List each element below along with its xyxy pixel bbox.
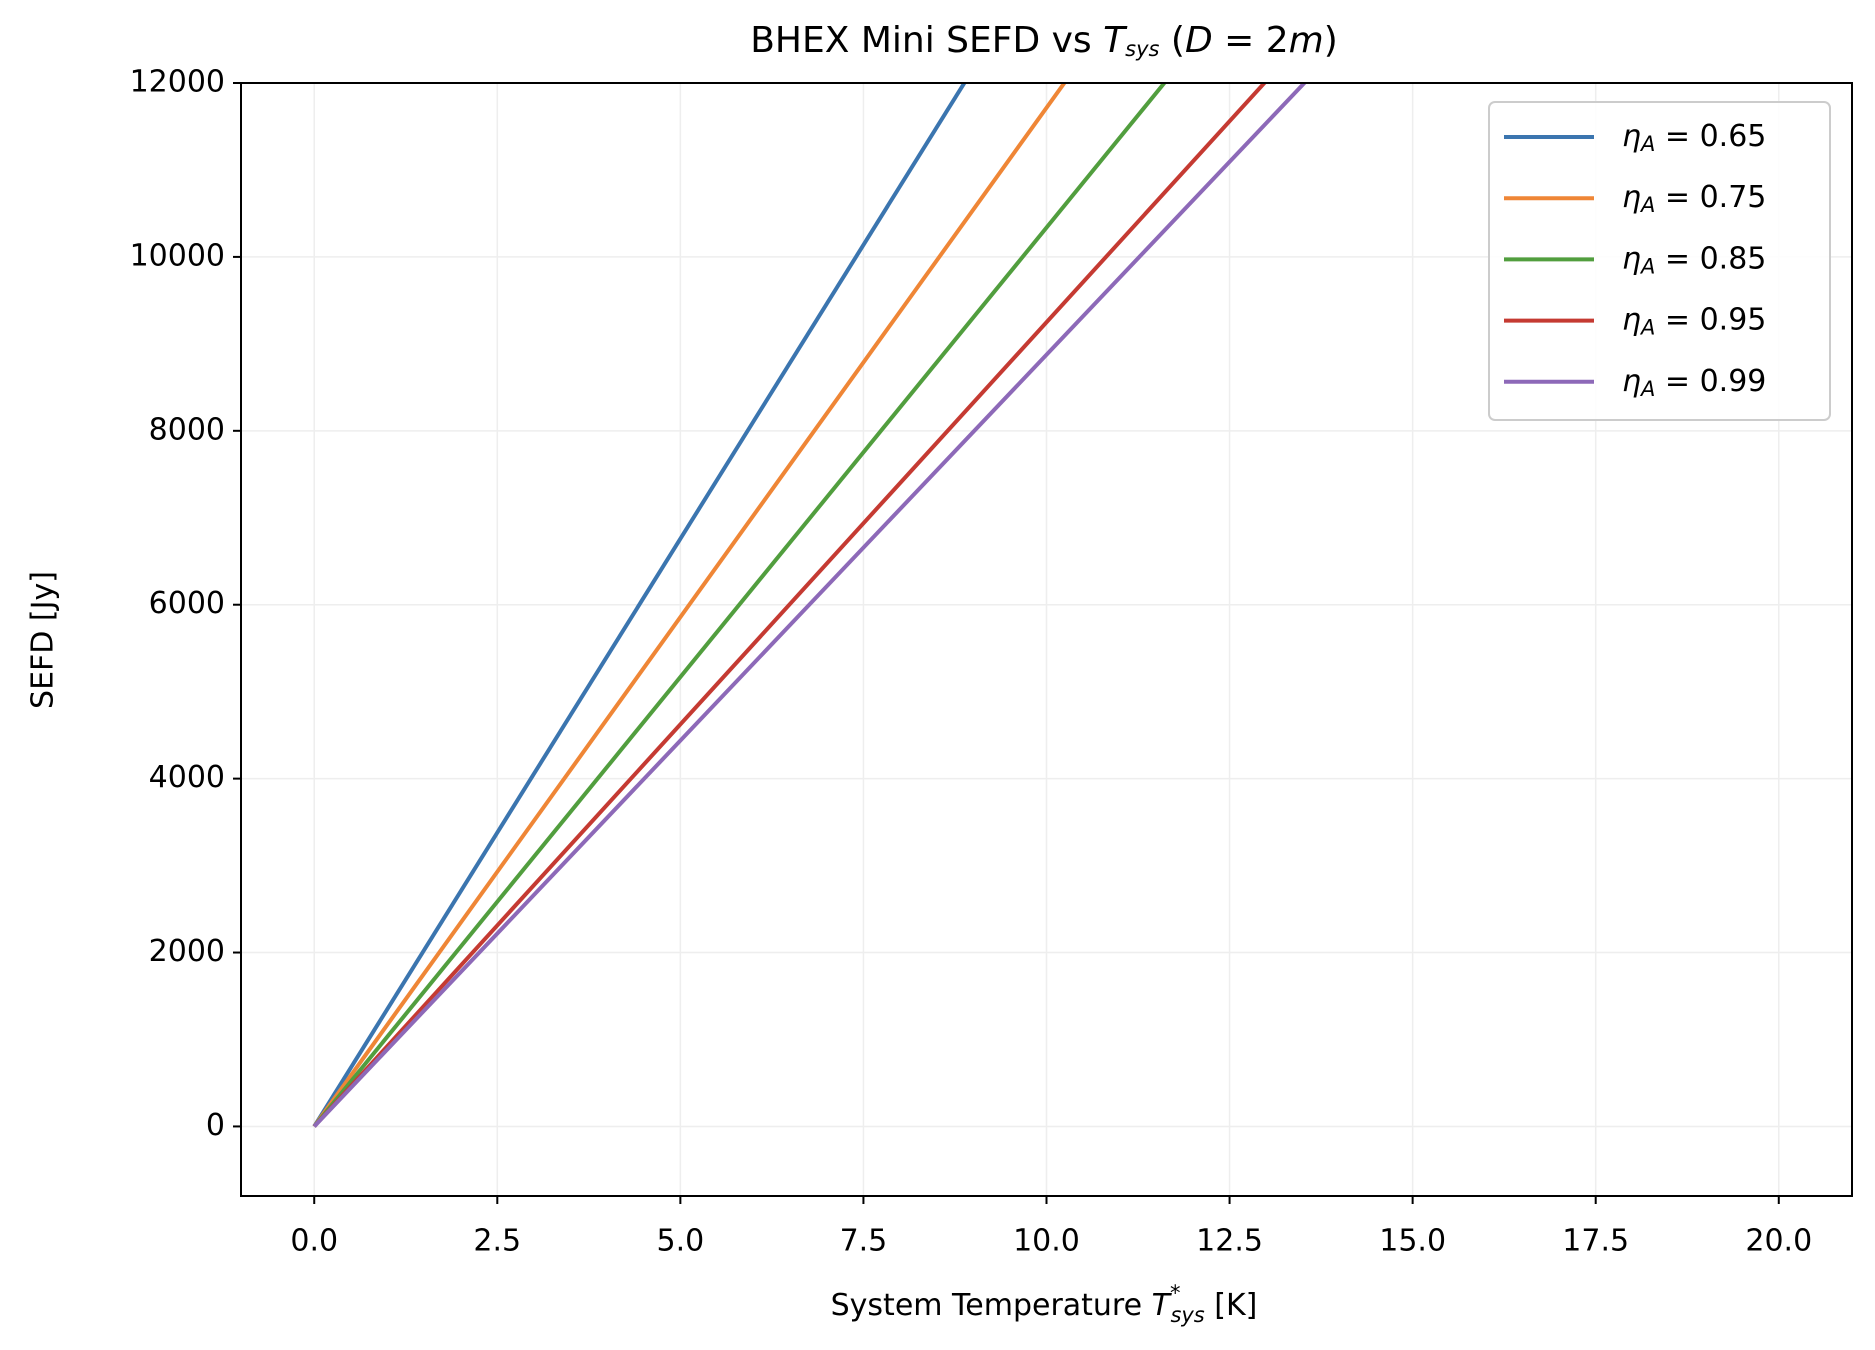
- legend-label-part: = 0.99: [1655, 363, 1766, 398]
- legend-label: ηA = 0.85: [1622, 241, 1766, 279]
- legend-label: ηA = 0.95: [1622, 302, 1766, 340]
- xlabel-part: T: [1152, 1288, 1173, 1323]
- legend-label: ηA = 0.65: [1622, 119, 1766, 157]
- title-part: ): [1324, 20, 1338, 61]
- series-line: [312, 83, 1167, 1128]
- x-tick-label: 12.5: [1196, 1224, 1263, 1259]
- y-tick-label: 2000: [149, 934, 225, 969]
- x-tick-label: 5.0: [657, 1224, 705, 1259]
- x-tick-label: 15.0: [1379, 1224, 1446, 1259]
- legend-label: ηA = 0.75: [1622, 180, 1766, 218]
- legend-label-part: = 0.65: [1655, 119, 1766, 154]
- legend-label-part: η: [1622, 363, 1641, 398]
- y-tick-label: 6000: [149, 586, 225, 621]
- y-tick-label: 0: [206, 1108, 225, 1143]
- chart-title: BHEX Mini SEFD vs Tsys (D = 2m): [750, 20, 1338, 61]
- x-axis-label: System Temperature T* sys [K]: [831, 1281, 1258, 1327]
- legend-label-part: η: [1622, 302, 1641, 337]
- xlabel-part: sys: [1170, 1303, 1204, 1327]
- title-part: sys: [1125, 37, 1159, 61]
- title-part: = 2: [1213, 20, 1289, 61]
- legend-label-part: A: [1639, 132, 1655, 156]
- ticks: 0.0 2.5 5.0 7.5 10.0 12.5 15.0 17.5 20.0 0 2000 400…: [130, 65, 1813, 1259]
- legend-label-part: = 0.75: [1655, 180, 1766, 215]
- series-line: [312, 83, 1268, 1128]
- legend-label-part: A: [1639, 254, 1655, 278]
- x-tick-label: 17.5: [1562, 1224, 1629, 1259]
- series-line: [312, 83, 1067, 1128]
- title-part: m: [1289, 20, 1324, 61]
- x-tick-label: 20.0: [1745, 1224, 1812, 1259]
- legend-label-part: = 0.95: [1655, 302, 1766, 337]
- xlabel-part: System Temperature: [831, 1288, 1152, 1323]
- legend-label-part: η: [1622, 180, 1641, 215]
- title-part: T: [1103, 20, 1128, 61]
- plot-area: [312, 83, 1308, 1128]
- legend-label-part: = 0.85: [1655, 241, 1766, 276]
- x-tick-label: 7.5: [840, 1224, 888, 1259]
- legend-label-part: A: [1639, 377, 1655, 401]
- grid: [241, 82, 1852, 1196]
- series-line: [312, 83, 1308, 1128]
- legend-label-part: η: [1622, 119, 1641, 154]
- series-line: [312, 83, 967, 1128]
- y-tick-label: 8000: [149, 412, 225, 447]
- xlabel-part: [K]: [1205, 1288, 1258, 1323]
- y-tick-label: 12000: [130, 65, 225, 100]
- x-tick-label: 10.0: [1013, 1224, 1080, 1259]
- legend-label-part: A: [1639, 193, 1655, 217]
- legend-label-part: A: [1639, 316, 1655, 340]
- title-part: (: [1159, 20, 1185, 61]
- legend-box: [1488, 101, 1831, 421]
- y-tick-label: 10000: [130, 238, 225, 273]
- x-tick-label: 0.0: [290, 1224, 338, 1259]
- y-axis-label: SEFD [Jy]: [26, 571, 61, 709]
- title-part: D: [1185, 20, 1213, 61]
- xlabel-part: *: [1170, 1281, 1181, 1305]
- legend-label-part: η: [1622, 241, 1641, 276]
- title-part: BHEX Mini SEFD vs: [750, 20, 1103, 61]
- x-tick-label: 2.5: [473, 1224, 521, 1259]
- y-tick-label: 4000: [149, 760, 225, 795]
- legend-label: ηA = 0.99: [1622, 363, 1766, 401]
